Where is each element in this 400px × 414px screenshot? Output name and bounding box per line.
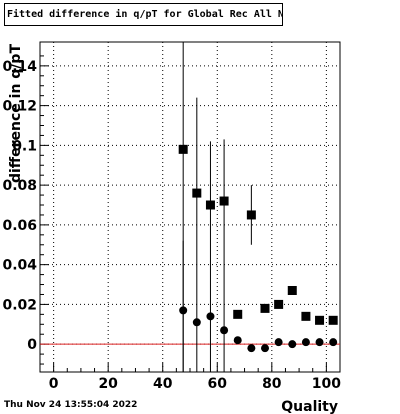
circle-marker <box>247 344 256 353</box>
circle-marker <box>233 336 242 345</box>
y-tick-label: 0.06 <box>2 218 37 234</box>
circle-marker <box>301 338 310 347</box>
y-tick-label: 0.02 <box>2 297 37 313</box>
x-axis-label: Quality <box>281 399 338 414</box>
circle-marker <box>261 344 269 353</box>
y-tick-label: 0.1 <box>12 138 37 154</box>
circle-marker <box>274 338 283 347</box>
y-tick-label: 0 <box>27 337 37 353</box>
data-markers <box>178 144 338 353</box>
square-marker <box>260 303 270 313</box>
square-marker <box>315 315 325 325</box>
circle-marker <box>329 338 338 347</box>
square-marker <box>233 309 243 319</box>
circle-marker <box>206 312 215 321</box>
square-marker <box>246 210 256 220</box>
y-axis-label: difference in q/pT <box>8 44 24 183</box>
circle-marker <box>220 326 229 335</box>
square-marker <box>274 299 284 309</box>
y-tick-label: 0.04 <box>2 258 37 274</box>
x-tick-label: 100 <box>312 376 341 392</box>
square-marker <box>328 315 338 325</box>
square-marker <box>287 285 297 295</box>
square-marker <box>192 188 202 198</box>
square-marker <box>178 144 188 154</box>
x-tick-label: 80 <box>262 376 282 392</box>
chart-title: Fitted difference in q/pT for Global Rec… <box>4 3 283 26</box>
x-tick-label: 0 <box>49 376 59 392</box>
timestamp: Thu Nov 24 13:55:04 2022 <box>4 400 138 410</box>
square-marker <box>301 311 311 321</box>
tick-labels: 0 20 40 60 80 100 0 0.02 0.04 0.06 0.08 0.1 0.12 0.14 <box>2 59 341 392</box>
y-tick-label: 0.14 <box>2 59 37 75</box>
circle-marker <box>288 340 297 349</box>
circle-marker <box>192 318 201 327</box>
x-tick-label: 40 <box>153 376 173 392</box>
square-marker <box>205 200 215 210</box>
circle-marker <box>315 338 324 347</box>
x-tick-label: 20 <box>98 376 118 392</box>
circle-marker <box>179 306 188 315</box>
y-tick-label: 0.08 <box>2 178 37 194</box>
x-tick-label: 60 <box>208 376 228 392</box>
square-marker <box>219 196 229 206</box>
y-tick-label: 0.12 <box>2 99 37 115</box>
plot-frame <box>39 41 341 373</box>
